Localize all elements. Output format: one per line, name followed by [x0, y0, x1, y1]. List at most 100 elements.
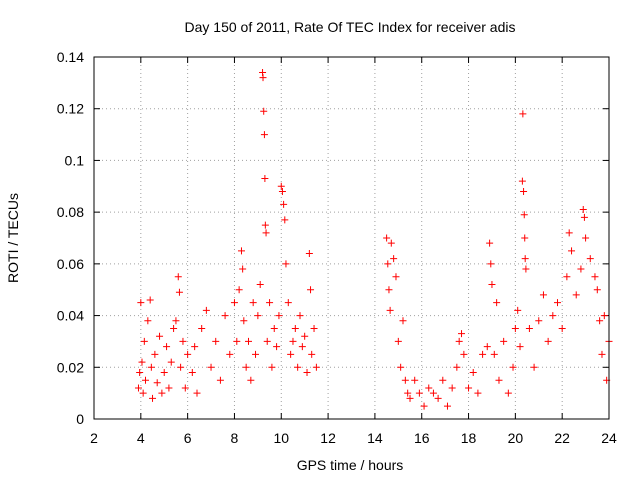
data-point — [170, 325, 178, 332]
data-point — [263, 337, 271, 345]
data-point — [544, 337, 552, 345]
data-point — [305, 250, 313, 258]
x-tick-label: 8 — [231, 430, 239, 446]
data-point — [174, 273, 182, 281]
data-point — [289, 337, 297, 345]
data-point — [163, 343, 171, 351]
data-point — [172, 317, 180, 325]
data-point — [136, 368, 144, 376]
data-point — [262, 229, 270, 237]
data-point — [514, 306, 522, 314]
data-point — [230, 299, 238, 307]
data-point — [394, 337, 402, 345]
data-point — [483, 343, 491, 351]
data-point — [312, 363, 320, 371]
data-point — [579, 206, 587, 214]
data-point — [254, 312, 262, 320]
data-point — [167, 358, 175, 366]
data-point — [273, 343, 281, 351]
data-point — [383, 234, 391, 242]
data-point — [434, 394, 442, 402]
data-point — [586, 255, 594, 263]
data-point — [260, 107, 268, 115]
data-point — [260, 131, 268, 139]
data-point — [139, 389, 147, 397]
data-point — [425, 384, 433, 392]
x-tick-label: 18 — [461, 430, 477, 446]
data-point — [522, 265, 530, 273]
data-point — [568, 247, 576, 255]
data-point — [280, 200, 288, 208]
data-point — [181, 384, 189, 392]
data-point — [453, 363, 461, 371]
data-point — [598, 350, 606, 358]
data-point — [282, 260, 290, 268]
data-point — [147, 363, 155, 371]
data-point — [558, 325, 566, 332]
data-point — [275, 312, 283, 320]
data-point — [138, 358, 146, 366]
data-point — [572, 291, 580, 299]
data-point — [266, 299, 274, 307]
grid-lines — [94, 57, 609, 419]
data-point — [411, 376, 419, 384]
data-point — [287, 350, 295, 358]
y-tick-label: 0.06 — [57, 256, 84, 272]
data-point — [298, 343, 306, 351]
data-point — [296, 312, 304, 320]
data-point — [149, 394, 157, 402]
data-point — [455, 337, 463, 345]
data-point — [386, 306, 394, 314]
data-point — [500, 337, 508, 345]
data-point — [474, 389, 482, 397]
data-point — [406, 394, 414, 402]
data-point — [308, 350, 316, 358]
x-tick-label: 24 — [601, 430, 617, 446]
data-point — [518, 177, 526, 185]
data-point — [549, 312, 557, 320]
data-point — [193, 389, 201, 397]
data-point — [142, 376, 149, 384]
data-point — [277, 182, 285, 190]
y-tick-label: 0.02 — [57, 359, 84, 375]
data-point — [493, 299, 501, 307]
x-tick-label: 10 — [273, 430, 289, 446]
data-point — [511, 325, 519, 332]
data-point — [240, 317, 248, 325]
data-point — [469, 368, 477, 376]
data-point — [160, 368, 168, 376]
y-tick-label: 0.08 — [57, 204, 84, 220]
x-axis-label: GPS time / hours — [297, 457, 404, 473]
data-point — [392, 273, 400, 281]
y-tick-label: 0.12 — [57, 101, 84, 117]
x-tick-label: 4 — [137, 430, 145, 446]
data-point — [520, 187, 528, 195]
data-point — [577, 265, 585, 273]
data-point — [153, 379, 161, 387]
x-tick-label: 12 — [320, 430, 336, 446]
data-point — [535, 317, 543, 325]
data-point — [270, 325, 278, 332]
data-point — [563, 273, 571, 281]
data-point — [179, 337, 187, 345]
y-axis-label: ROTI / TECUs — [5, 193, 21, 283]
data-point — [387, 239, 395, 247]
data-point — [144, 317, 152, 325]
data-point — [521, 234, 529, 242]
plot-frame — [93, 56, 610, 420]
data-point — [235, 286, 243, 294]
y-tick-label: 0 — [76, 411, 84, 427]
data-point — [565, 229, 573, 237]
data-point — [458, 330, 466, 338]
data-point — [247, 376, 255, 384]
data-point — [259, 74, 267, 82]
data-point — [384, 260, 392, 268]
data-point — [525, 325, 533, 332]
data-point — [439, 376, 447, 384]
data-point — [596, 317, 604, 325]
data-point — [294, 363, 302, 371]
data-point — [207, 363, 215, 371]
x-tick-label: 2 — [90, 430, 98, 446]
data-point — [390, 255, 398, 263]
